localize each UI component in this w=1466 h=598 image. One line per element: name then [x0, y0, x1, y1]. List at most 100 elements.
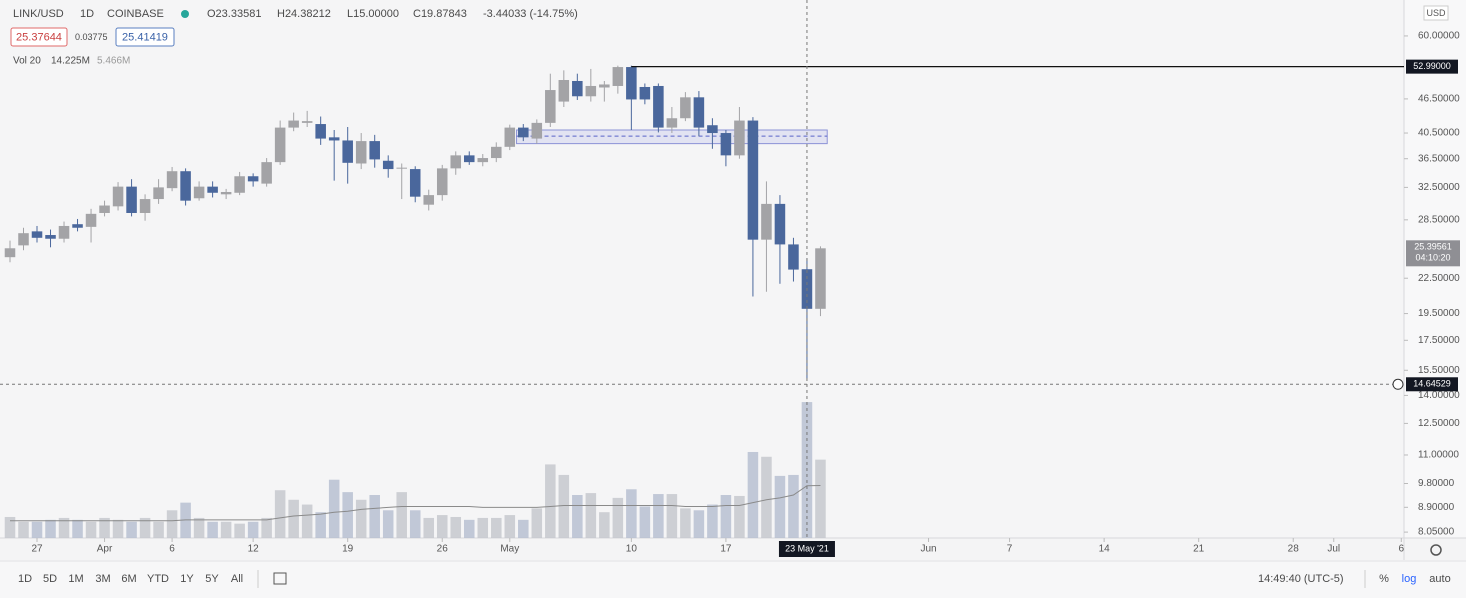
y-tick-label: 9.80000 — [1418, 478, 1455, 489]
range-button[interactable]: 1Y — [180, 573, 194, 585]
range-button[interactable]: 1D — [18, 573, 32, 585]
currency: USD — [1426, 8, 1446, 18]
volume-bar — [342, 492, 353, 538]
candle-body — [463, 155, 475, 163]
volume-bar — [774, 475, 786, 538]
volume-bar — [463, 519, 475, 538]
price-label-box — [1406, 59, 1458, 74]
range-button[interactable]: 1M — [68, 573, 83, 585]
candle-body — [572, 80, 583, 97]
toolbar — [0, 560, 1466, 598]
x-tick-label: Apr — [97, 544, 113, 555]
candle-body — [653, 85, 664, 128]
candle-body — [436, 168, 448, 196]
candle-body — [99, 205, 110, 213]
x-tick-label: 27 — [31, 544, 43, 555]
candle-body — [774, 203, 786, 245]
currency-box[interactable] — [1423, 5, 1449, 21]
volume-bar — [491, 517, 502, 538]
candle-body — [747, 120, 759, 240]
crosshair-x-label: 23 May '21 — [785, 543, 829, 553]
volume-bar — [653, 494, 664, 538]
volume-bar — [585, 493, 597, 538]
volume-bar — [193, 517, 205, 538]
candle-body — [761, 203, 772, 240]
y-tick-label: 60.00000 — [1418, 31, 1460, 42]
volume-bar — [504, 515, 516, 538]
candle-body — [734, 120, 745, 156]
volume-bar — [680, 508, 691, 538]
volume-bar — [153, 521, 164, 538]
volume-bar — [301, 504, 313, 538]
candle-body — [58, 225, 70, 239]
auto-toggle[interactable]: auto — [1429, 573, 1450, 585]
volume-bar — [99, 517, 110, 538]
y-tick-label: 12.50000 — [1418, 418, 1460, 429]
interval[interactable]: 1D — [80, 8, 94, 20]
price-axis — [1404, 0, 1466, 538]
range-button[interactable]: YTD — [147, 573, 169, 585]
candle-body — [193, 186, 205, 199]
candle-body — [85, 213, 97, 227]
ask-box[interactable] — [115, 27, 175, 47]
volume-bar — [139, 517, 151, 538]
candle-body — [369, 141, 380, 160]
range-button[interactable]: 5Y — [205, 573, 219, 585]
status-dot — [181, 10, 189, 18]
candle-body — [477, 158, 489, 163]
candle-body — [707, 125, 718, 134]
y-tick-label: 19.50000 — [1418, 308, 1460, 319]
volume-bar — [72, 519, 83, 538]
date-range-icon[interactable] — [273, 572, 287, 585]
candle-body — [599, 84, 610, 88]
volume-bar — [85, 521, 97, 538]
volume-ma: 5.466M — [97, 56, 130, 67]
candle-body — [261, 162, 272, 184]
log-toggle[interactable]: log — [1402, 573, 1417, 585]
ohlc-open: O23.33581 — [207, 8, 261, 20]
candle-body — [626, 67, 637, 100]
ohlc-low: L15.00000 — [347, 8, 399, 20]
candle-body — [328, 137, 340, 141]
volume-bar — [545, 464, 556, 538]
volume-bar — [18, 521, 29, 538]
volume-bar — [166, 510, 178, 538]
crosshair-add-button[interactable] — [1392, 378, 1404, 390]
volume-bar — [247, 521, 259, 538]
candle-body — [693, 97, 705, 128]
volume-bar — [747, 451, 759, 538]
candle-body — [220, 191, 232, 195]
settings-icon[interactable] — [1430, 544, 1442, 556]
volume-ma-line — [9, 484, 821, 522]
crosshair-x-box — [778, 541, 835, 557]
volume-bar — [518, 519, 529, 538]
range-button[interactable]: 5D — [43, 573, 57, 585]
range-button[interactable]: All — [231, 573, 243, 585]
exchange: COINBASE — [107, 8, 164, 20]
range-button[interactable]: 6M — [121, 573, 136, 585]
volume-bar — [382, 510, 394, 538]
candle-body — [31, 231, 43, 238]
volume-bar — [409, 510, 421, 538]
volume-bar — [761, 456, 772, 538]
countdown: 04:10:20 — [1415, 253, 1450, 263]
percent-toggle[interactable]: % — [1379, 573, 1389, 585]
volume-bar — [234, 523, 245, 538]
candle-body — [234, 176, 245, 193]
volume-bar — [126, 521, 137, 538]
symbol[interactable]: LINK/USD — [13, 8, 64, 20]
ask: 25.41419 — [122, 31, 168, 43]
volume-bar — [31, 521, 43, 538]
x-tick-label: 14 — [1099, 544, 1111, 555]
volume-bar — [288, 499, 299, 538]
candle-body — [423, 195, 435, 205]
volume-bar — [612, 497, 624, 538]
volume-bar — [274, 490, 286, 538]
range-button[interactable]: 3M — [95, 573, 110, 585]
x-tick-label: 26 — [437, 544, 449, 555]
bid-box[interactable] — [10, 27, 68, 47]
y-tick-label: 28.50000 — [1418, 214, 1460, 225]
plot-area — [0, 0, 1404, 538]
x-tick-label: 12 — [248, 544, 260, 555]
